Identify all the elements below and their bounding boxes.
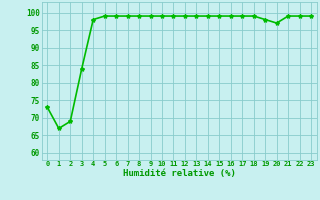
X-axis label: Humidité relative (%): Humidité relative (%): [123, 169, 236, 178]
